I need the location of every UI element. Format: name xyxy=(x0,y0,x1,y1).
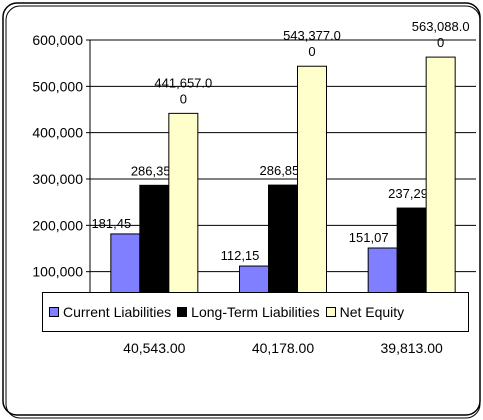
data-label: 563,088.0 0 xyxy=(412,19,470,50)
data-label: 286,353 xyxy=(131,163,178,178)
plot-area: 100,000 200,000 300,000 400,000 500,000 600,0… xyxy=(32,19,476,356)
legend-swatch xyxy=(49,307,59,317)
legend-swatch xyxy=(325,307,336,317)
y-tick-label: 200,000 xyxy=(32,217,83,233)
data-label: 237,290 xyxy=(388,186,435,201)
bar-net-equity xyxy=(297,65,327,319)
legend: Current Liabilities Long-Term Liabilities… xyxy=(42,292,469,332)
x-category-label: 40,543.00 xyxy=(123,340,185,356)
data-label: 181,45 xyxy=(91,216,131,231)
data-label: 286,857 xyxy=(260,163,307,178)
x-category-label: 39,813.00 xyxy=(381,340,443,356)
data-label: 112,15 xyxy=(221,248,260,263)
legend-item: Current Liabilities xyxy=(49,304,171,320)
y-tick-label: 400,000 xyxy=(32,125,83,141)
bar-net-equity xyxy=(425,56,456,319)
bar-net-equity xyxy=(168,112,199,319)
legend-label: Current Liabilities xyxy=(63,304,172,320)
y-tick-label: 600,000 xyxy=(32,32,83,48)
data-label: 151,07 xyxy=(349,230,389,245)
legend-label: Net Equity xyxy=(339,304,405,320)
x-category-label: 40,178.00 xyxy=(252,340,314,356)
legend-item: Long-Term Liabilities xyxy=(177,304,320,320)
legend-item: Net Equity xyxy=(325,304,405,320)
data-label: 543,377.0 0 xyxy=(283,28,341,59)
y-tick-label: 500,000 xyxy=(32,78,83,94)
data-label: 441,657.0 0 xyxy=(154,75,212,106)
legend-label: Long-Term Liabilities xyxy=(191,304,320,320)
y-tick-label: 300,000 xyxy=(32,171,83,187)
legend-swatch xyxy=(177,307,188,317)
y-tick-label: 100,000 xyxy=(32,264,83,280)
